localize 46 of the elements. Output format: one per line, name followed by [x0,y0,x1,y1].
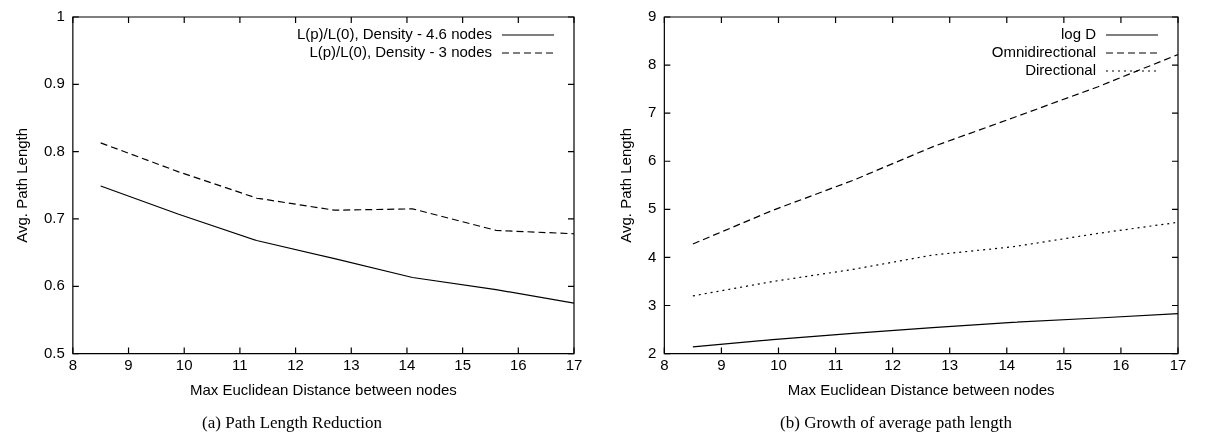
y-tick-label: 5 [648,199,657,217]
legend-label: L(p)/L(0), Density - 3 nodes [309,43,492,61]
x-axis-title: Max Euclidean Distance between nodes [787,380,1055,398]
y-axis-title: Avg. Path Length [617,127,635,243]
x-tick-label: 15 [1055,355,1073,373]
x-tick-label: 10 [175,355,193,373]
y-tick-label: 8 [648,55,657,73]
x-axis-title: Max Euclidean Distance between nodes [190,380,457,398]
x-tick-label: 8 [68,355,78,373]
x-tick-label: 17 [1169,355,1187,373]
x-tick-label: 8 [660,355,669,373]
y-tick-label: 7 [648,103,657,121]
x-tick-label: 13 [342,355,360,373]
legend-label: log D [1060,25,1097,43]
x-tick-label: 9 [717,355,726,373]
y-tick-label: 3 [648,295,657,313]
x-tick-label: 11 [232,355,248,373]
line-series [692,221,1178,297]
y-tick-label: 9 [648,7,657,25]
y-tick-label: 0.9 [43,74,65,92]
x-tick-label: 14 [998,355,1016,373]
y-tick-label: 0.8 [43,141,65,159]
y-tick-label: 0.5 [43,343,65,361]
x-tick-label: 10 [770,355,787,373]
x-tick-label: 15 [454,355,471,373]
y-tick-label: 2 [648,343,657,361]
x-tick-label: 12 [884,355,901,373]
x-tick-label: 16 [1112,355,1130,373]
x-tick-label: 17 [565,355,583,373]
x-tick-label: 12 [287,355,304,373]
y-tick-label: 0.6 [43,276,65,294]
legend-label: Directional [1025,61,1096,79]
legend-label: L(p)/L(0), Density - 4.6 nodes [296,25,492,43]
x-tick-label: 16 [509,355,527,373]
y-tick-label: 4 [648,247,657,265]
text: (b) Growth of average path length [780,413,1013,433]
y-tick-label: 6 [648,151,657,169]
y-axis-title: Avg. Path Length [13,127,31,243]
x-tick-label: 11 [827,355,844,373]
y-tick-label: 1 [56,7,65,25]
text: (a) Path Length Reduction [202,413,383,433]
x-tick-label: 13 [941,355,959,373]
x-tick-label: 14 [398,355,416,373]
legend-label: Omnidirectional [991,43,1096,61]
x-tick-label: 9 [124,355,133,373]
y-tick-label: 0.7 [43,209,65,227]
